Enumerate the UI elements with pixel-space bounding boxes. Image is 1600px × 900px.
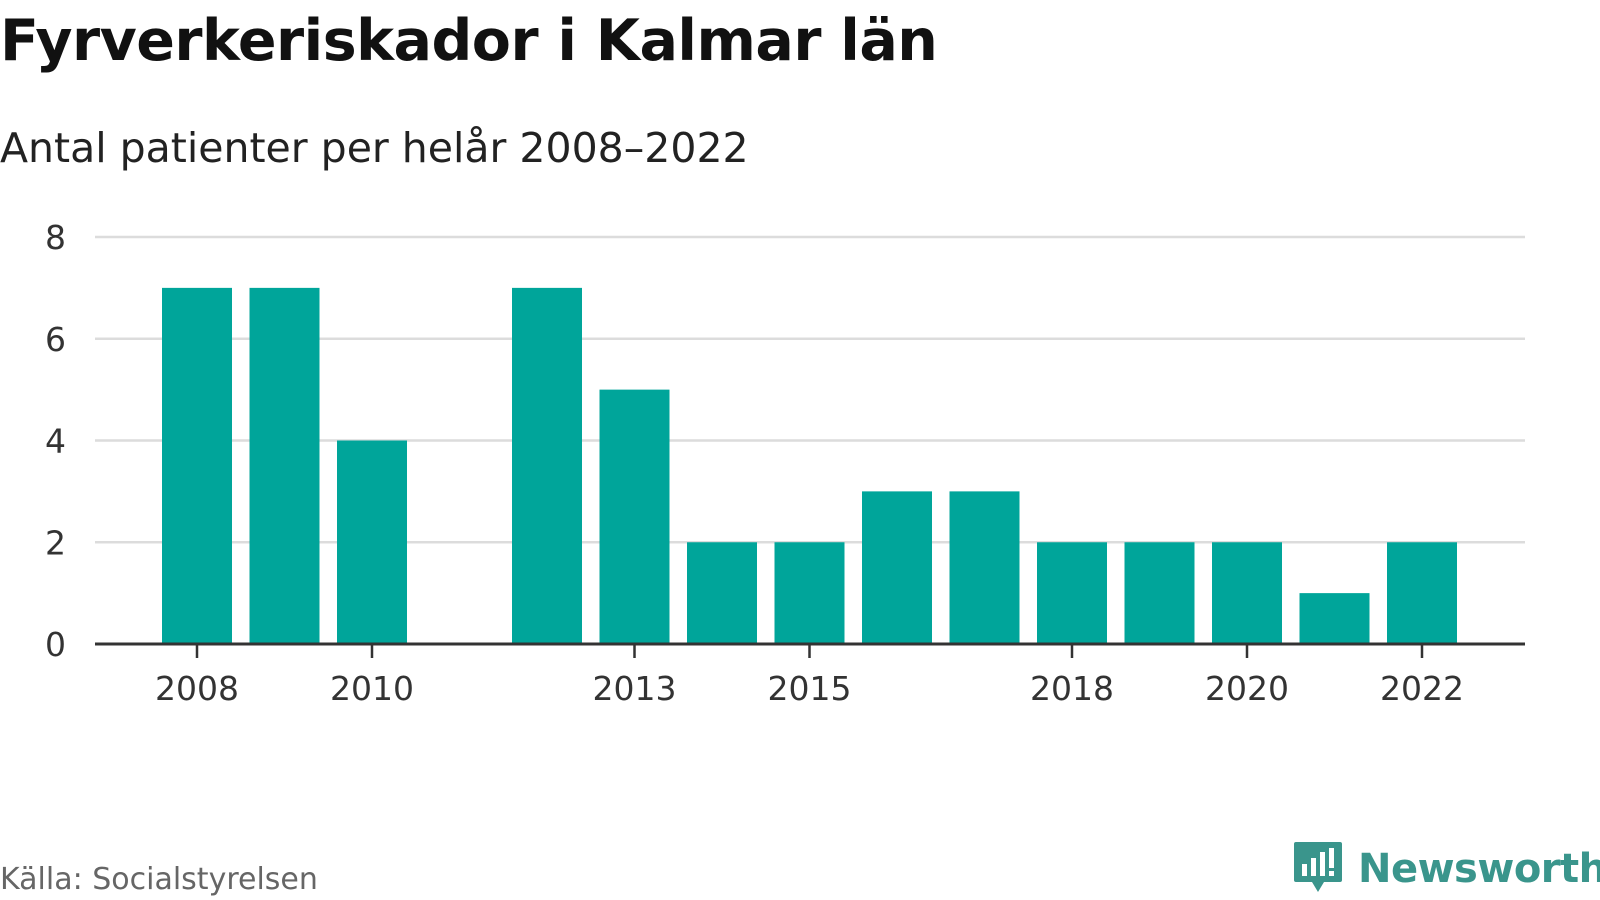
y-tick-label: 4 [45,422,66,461]
bar-2008 [162,287,232,644]
bar-2013 [599,389,670,644]
bar-2012 [512,287,582,644]
x-tick-label: 2008 [155,669,239,708]
x-tick-label: 2022 [1380,669,1464,708]
x-tick-label: 2010 [330,669,414,708]
x-tick-label: 2018 [1030,669,1114,708]
y-tick-label: 6 [45,320,66,359]
bar-chart: 0 2 4 6 8 2008 2010 2013 2015 2018 2020 2022 [45,218,1525,708]
x-axis [95,642,1525,658]
bar-2021 [1299,593,1370,644]
bar-2018 [1037,542,1107,644]
chart-title: Fyrverkeriskador i Kalmar län [0,8,938,74]
y-tick-label: 0 [45,625,66,664]
chart-subtitle: Antal patienter per helår 2008–2022 [0,124,749,172]
bar-2009 [249,287,320,644]
brand-name: Newsworthy [1358,846,1600,892]
x-tick-label: 2020 [1205,669,1289,708]
y-tick-label: 2 [45,523,66,562]
brand-logo: Newsworthy [1292,840,1600,898]
y-axis-labels: 0 2 4 6 8 [45,218,66,664]
bar-2020 [1212,542,1282,644]
bar-2019 [1124,542,1195,644]
bar-2016 [862,491,932,644]
bar-2017 [949,491,1020,644]
bar-2022 [1387,542,1457,644]
bars [162,287,1457,644]
source-note: Källa: Socialstyrelsen [0,862,318,897]
bar-2014 [687,542,757,644]
x-tick-label: 2013 [593,669,677,708]
y-tick-label: 8 [45,218,66,257]
x-axis-labels: 2008 2010 2013 2015 2018 2020 2022 [155,669,1464,708]
bar-2010 [337,440,407,644]
bar-2015 [774,542,845,644]
bar-chart-speech-bubble-icon [1294,842,1342,892]
x-tick-label: 2015 [768,669,852,708]
